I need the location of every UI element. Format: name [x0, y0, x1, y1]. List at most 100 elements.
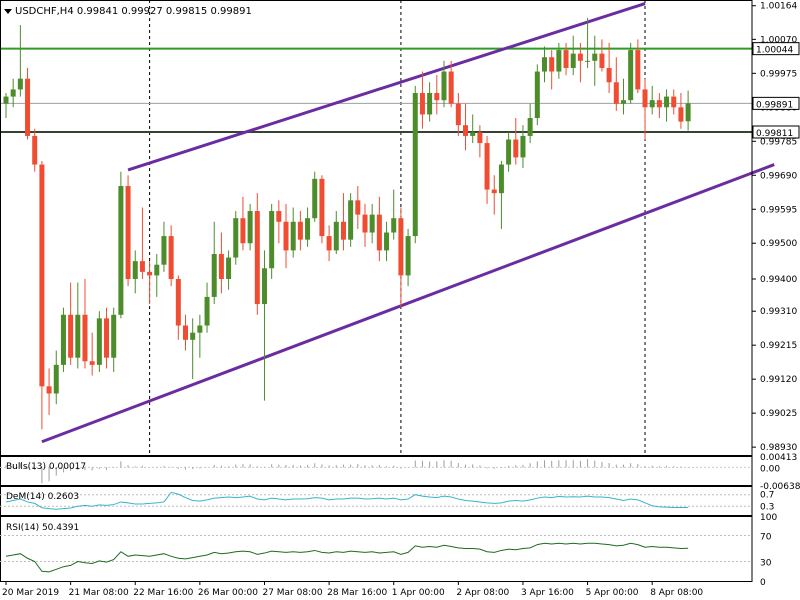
rsi-line [5, 542, 689, 573]
time-axis: 20 Mar 2019 21 Mar 08:00 22 Mar 16:00 26 Ma… [2, 581, 703, 598]
candle-bull [17, 78, 23, 90]
candle-bull [60, 314, 66, 365]
price-tick-label: 0.99500 [760, 239, 797, 249]
rsi-title: RSI(14) 50.4391 [6, 523, 79, 533]
rsi-axis-label: 70 [760, 533, 772, 543]
candle-bear [678, 107, 684, 122]
candle-bear [642, 89, 648, 108]
candle-bull [197, 325, 203, 333]
candle-bull [391, 218, 397, 233]
bulls-frame [0, 456, 753, 486]
price-tick-label: 0.99595 [760, 205, 797, 215]
candles [3, 17, 691, 430]
candle-bull [312, 178, 318, 219]
price-tick-label: 0.99310 [760, 307, 797, 317]
candle-bull [498, 164, 504, 194]
candle-bear [104, 318, 110, 358]
candle-bear [240, 218, 246, 244]
candle-bear [448, 71, 454, 104]
dem-line [5, 491, 689, 510]
candle-bull [118, 186, 124, 315]
candle-bear [139, 261, 145, 272]
candle-bear [39, 164, 45, 387]
candle-bear [606, 67, 612, 83]
candle-bull [685, 103, 691, 122]
level-price-labels: 1.00044 0.99811 0.99891 [752, 42, 800, 139]
demarker-title-text: DeM(14) 0.2603 [6, 492, 79, 502]
rsi-frame [0, 516, 753, 582]
candle-bull [96, 318, 102, 365]
price-tick-label: 0.99120 [760, 375, 797, 385]
chart-title: USDCHF,H4 0.99841 0.99927 0.99815 0.9989… [4, 6, 252, 17]
candle-bear [491, 189, 497, 194]
rsi-axis-label: 0 [760, 578, 766, 588]
candle-bull [111, 314, 117, 358]
collapse-triangle-icon[interactable] [4, 9, 12, 14]
price-tick-label: 0.99690 [760, 171, 797, 181]
candle-bear [183, 325, 188, 340]
main-chart-frame [0, 0, 753, 456]
candle-bear [577, 53, 583, 61]
candle-bull [53, 364, 59, 394]
candle-bull [132, 261, 138, 280]
price-tick-label: 1.00070 [760, 35, 797, 45]
candle-bull [233, 218, 239, 258]
candle-bull [470, 132, 476, 136]
candle-bull [592, 53, 598, 61]
candle-bear [477, 132, 483, 144]
candle-bear [168, 236, 174, 280]
dem-axis-label: 0.3 [760, 502, 774, 512]
candle-bull [520, 135, 526, 158]
candle-bear [434, 93, 440, 101]
chart-title-text: USDCHF,H4 0.99841 0.99927 0.99815 0.9989… [15, 6, 252, 17]
candle-bear [376, 214, 382, 251]
rsi-title-text: RSI(14) 50.4391 [6, 523, 79, 533]
candle-bear [362, 214, 368, 233]
dem-axis-label: 0.7 [760, 491, 774, 501]
rsi-panel: 100 70 30 0 [0, 513, 777, 588]
candle-bull [226, 257, 232, 280]
candle-bull [405, 236, 411, 276]
candle-bear [635, 50, 641, 90]
candle-bull [585, 60, 591, 62]
candle-bull [556, 50, 562, 72]
candle-bear [419, 93, 425, 115]
support-price-label-bg [752, 125, 800, 139]
main-frame-border [0, 0, 753, 456]
candle-bull [542, 57, 547, 72]
candle-bear [283, 221, 289, 251]
price-tick-label: 0.99975 [760, 69, 797, 79]
bulls-axis-label: -0.00638 [760, 482, 800, 492]
bid-price-label-bg [752, 96, 800, 110]
time-tick-label: 8 Apr 08:00 [650, 588, 703, 598]
candle-bear [599, 53, 605, 68]
price-tick-label: 0.99785 [760, 137, 797, 147]
bulls-axis-label: 0.00 [760, 464, 780, 474]
candle-bull [441, 71, 447, 101]
resistance-price-label: 1.00044 [756, 46, 793, 56]
horizontal-levels [0, 47, 752, 133]
candle-bear [125, 186, 131, 280]
channel-upper-line [127, 2, 646, 172]
candle-bull [204, 296, 210, 326]
time-tick-label: 26 Mar 00:00 [198, 588, 258, 598]
candle-bull [628, 50, 634, 101]
price-tick-label: 0.99025 [760, 409, 797, 419]
bid-price-label: 0.99891 [756, 100, 793, 110]
candle-bear [276, 211, 282, 222]
candle-bull [154, 264, 160, 276]
candle-bear [89, 361, 95, 365]
candle-bull [247, 211, 253, 244]
candle-bear [340, 221, 346, 240]
time-tick-label: 20 Mar 2019 [2, 588, 59, 598]
candle-bear [671, 96, 677, 108]
time-tick-label: 22 Mar 16:00 [133, 588, 193, 598]
price-axis: 1.001641.000700.999750.998800.997850.996… [752, 2, 797, 453]
candle-bull [427, 93, 433, 115]
candle-bull [506, 139, 512, 165]
candle-bear [563, 50, 569, 68]
candle-bear [68, 314, 74, 358]
candle-bull [261, 268, 267, 305]
price-tick-label: 1.00164 [760, 2, 797, 12]
